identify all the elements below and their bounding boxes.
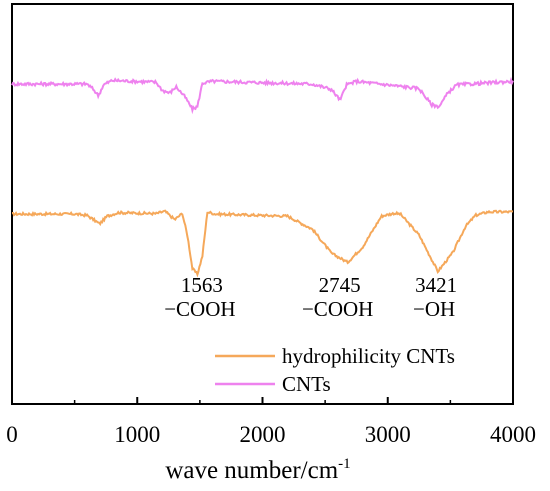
- legend-label: hydrophilicity CNTs: [282, 344, 455, 368]
- series-line-hydrophilicity-cnts: [12, 209, 514, 278]
- x-tick-label: 0: [6, 422, 18, 447]
- peak-annotation-group: −COOH: [302, 297, 373, 321]
- x-tick-label: 3000: [365, 422, 411, 447]
- peak-annotation-group: −COOH: [164, 297, 235, 321]
- peak-annotation-wavenumber: 2745: [319, 273, 361, 297]
- peak-annotation-group: −OH: [413, 297, 455, 321]
- x-tick-label: 1000: [114, 422, 160, 447]
- x-axis-label: wave number/cm-1: [165, 456, 350, 484]
- x-axis-label-superscript: -1: [338, 456, 351, 472]
- legend-label: CNTs: [282, 372, 331, 396]
- peak-annotation-wavenumber: 1563: [181, 273, 223, 297]
- peak-annotation-wavenumber: 3421: [415, 273, 457, 297]
- x-tick-label: 4000: [490, 422, 536, 447]
- x-tick-label: 2000: [240, 422, 286, 447]
- x-axis-label-text: wave number/cm: [165, 457, 338, 484]
- series-line-cnts: [11, 76, 514, 115]
